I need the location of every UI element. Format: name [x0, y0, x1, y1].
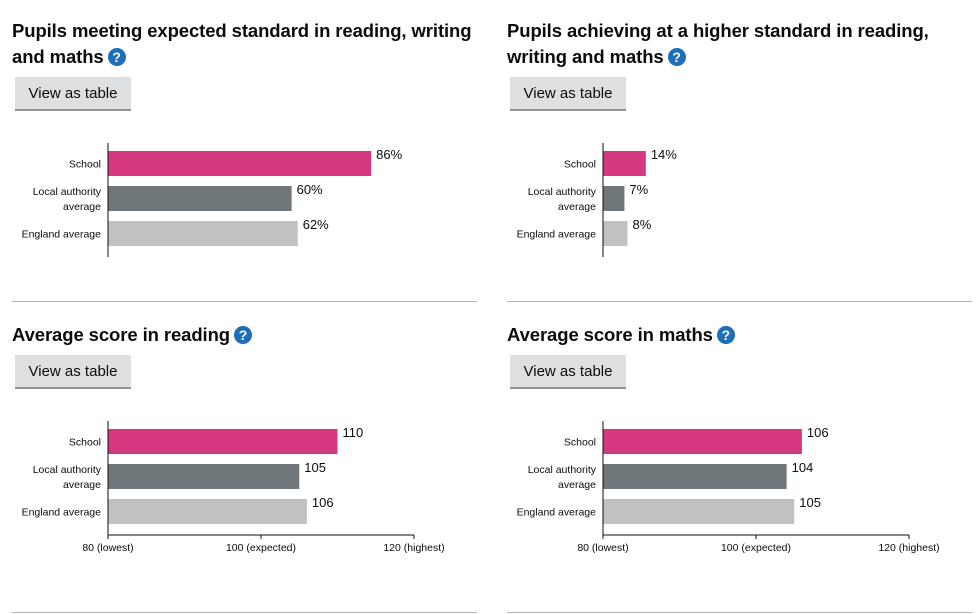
- bar-value-label: 62%: [303, 217, 329, 232]
- section-divider: [12, 301, 477, 302]
- bar: [603, 186, 625, 211]
- bar: [108, 499, 307, 524]
- bar: [603, 221, 628, 246]
- bar-chart: 106 School 104 Local authority average 105 Eng…: [517, 421, 940, 554]
- bar-chart: 86% School 60% Local authority average 62% Eng…: [22, 143, 403, 257]
- category-label: School: [69, 437, 101, 449]
- bar-value-label: 106: [312, 495, 334, 510]
- bar: [603, 464, 787, 489]
- section-divider: [12, 612, 477, 613]
- bar: [108, 221, 298, 246]
- category-label: average: [63, 479, 101, 491]
- x-tick-label: 80 (lowest): [577, 542, 628, 554]
- category-label: Local authority: [528, 464, 597, 476]
- chart-panel-maths-score: Average score in maths? View as table 10…: [507, 322, 972, 614]
- section-divider: [507, 612, 972, 613]
- chart-panel-reading-score: Average score in reading? View as table …: [12, 322, 477, 614]
- view-as-table-button[interactable]: View as table: [15, 355, 131, 389]
- chart-title: Average score in reading?: [12, 322, 472, 348]
- category-label: average: [558, 201, 596, 213]
- chart-title: Pupils achieving at a higher standard in…: [507, 20, 929, 67]
- bar-value-label: 7%: [629, 182, 648, 197]
- bar-value-label: 105: [799, 495, 821, 510]
- category-label: Local authority: [33, 186, 102, 198]
- category-label: School: [564, 437, 596, 449]
- category-label: England average: [517, 229, 597, 241]
- category-label: England average: [22, 229, 102, 241]
- chart-title: Pupils meeting expected standard in read…: [12, 20, 472, 67]
- bar-value-label: 8%: [632, 217, 651, 232]
- bar-value-label: 60%: [297, 182, 323, 197]
- bar-value-label: 86%: [376, 147, 402, 162]
- chart-title: Average score in maths?: [507, 322, 967, 348]
- view-as-table-button[interactable]: View as table: [15, 77, 131, 111]
- category-label: School: [69, 159, 101, 171]
- help-icon[interactable]: ?: [667, 48, 686, 66]
- bar-value-label: 104: [792, 460, 814, 475]
- category-label: average: [558, 479, 596, 491]
- bar-value-label: 14%: [651, 147, 677, 162]
- bar: [603, 151, 646, 176]
- bar-value-label: 106: [807, 425, 829, 440]
- chart-panel-higher-standard: Pupils achieving at a higher standard in…: [507, 18, 972, 302]
- x-tick-label: 120 (highest): [878, 542, 939, 554]
- bar: [603, 429, 802, 454]
- x-tick-label: 100 (expected): [721, 542, 791, 554]
- category-label: Local authority: [528, 186, 597, 198]
- category-label: England average: [22, 507, 102, 519]
- bar: [108, 186, 292, 211]
- bar-value-label: 110: [343, 425, 364, 440]
- category-label: England average: [517, 507, 597, 519]
- x-tick-label: 120 (highest): [383, 542, 444, 554]
- category-label: Local authority: [33, 464, 102, 476]
- x-tick-label: 80 (lowest): [82, 542, 133, 554]
- bar-chart: 14% School 7% Local authority average 8% Engla…: [517, 143, 677, 257]
- bar-chart: 110 School 105 Local authority average 106 Eng…: [22, 421, 445, 554]
- help-icon[interactable]: ?: [716, 326, 735, 344]
- bar: [603, 499, 795, 524]
- view-as-table-button[interactable]: View as table: [510, 355, 626, 389]
- chart-panel-expected-standard: Pupils meeting expected standard in read…: [12, 18, 477, 302]
- help-icon[interactable]: ?: [233, 326, 252, 344]
- category-label: average: [63, 201, 101, 213]
- bar: [108, 464, 300, 489]
- bar: [108, 151, 372, 176]
- help-icon[interactable]: ?: [107, 48, 126, 66]
- x-tick-label: 100 (expected): [226, 542, 296, 554]
- category-label: School: [564, 159, 596, 171]
- bar-value-label: 105: [304, 460, 326, 475]
- bar: [108, 429, 338, 454]
- view-as-table-button[interactable]: View as table: [510, 77, 626, 111]
- section-divider: [507, 301, 972, 302]
